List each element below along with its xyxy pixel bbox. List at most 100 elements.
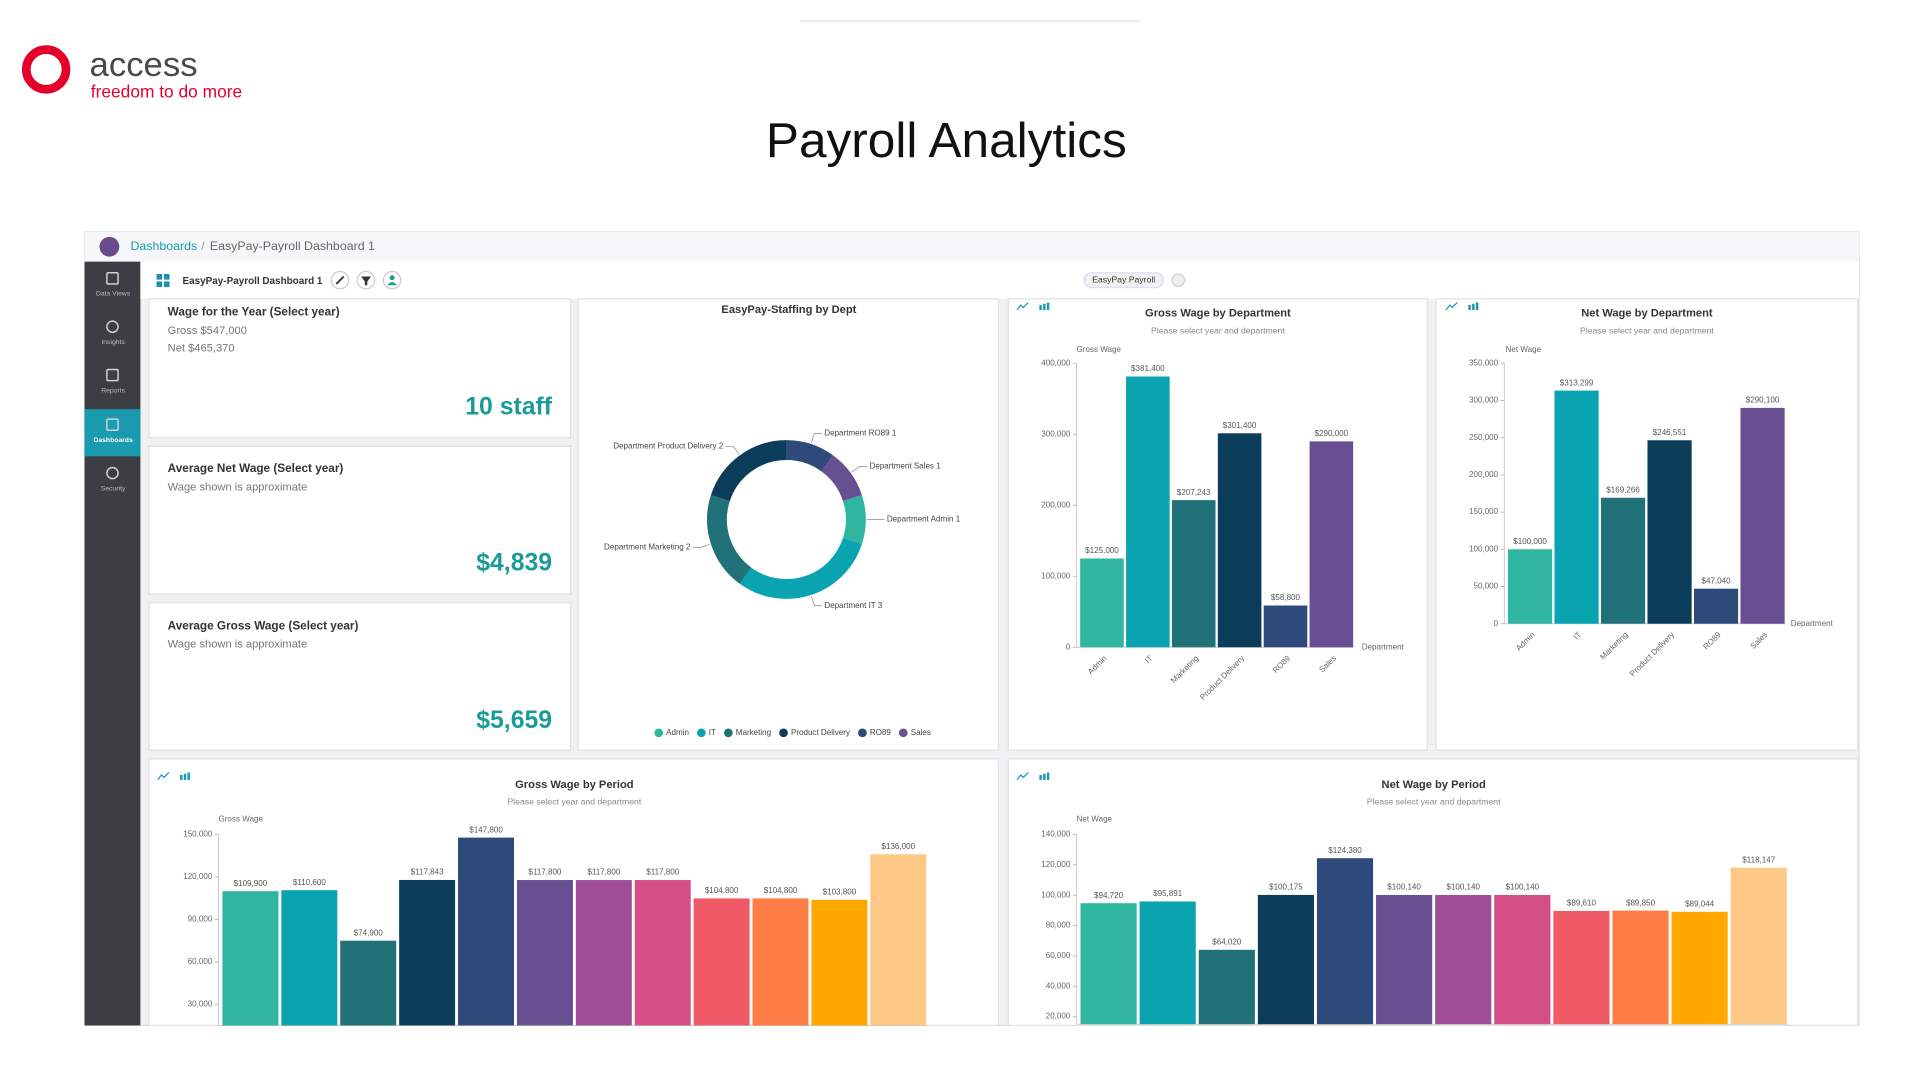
bar-chart-toggle[interactable] xyxy=(1043,303,1046,310)
logo-name: access xyxy=(90,46,198,84)
value-label: $313,299 xyxy=(1560,378,1594,387)
bar-chart-toggle[interactable] xyxy=(187,772,190,780)
value-label: $109,900 xyxy=(234,879,268,888)
bar-chart-toggle[interactable] xyxy=(1472,303,1475,310)
bar[interactable] xyxy=(1376,894,1433,1025)
bar[interactable] xyxy=(1080,558,1124,648)
bar[interactable] xyxy=(1554,390,1599,624)
kpi-card xyxy=(148,601,572,751)
bar[interactable] xyxy=(1080,903,1137,1025)
bar[interactable] xyxy=(1263,605,1308,648)
bar[interactable] xyxy=(222,891,279,1026)
bar-chart-toggle[interactable] xyxy=(1468,305,1471,310)
bar[interactable] xyxy=(1612,910,1669,1025)
bar[interactable] xyxy=(1730,867,1787,1025)
bar[interactable] xyxy=(1693,588,1739,624)
bar[interactable] xyxy=(752,898,809,1026)
bar[interactable] xyxy=(1309,441,1354,648)
legend-marker[interactable] xyxy=(898,728,908,738)
line-chart-toggle[interactable] xyxy=(157,772,170,781)
bar-chart-toggle[interactable] xyxy=(1046,772,1050,780)
bar[interactable] xyxy=(340,940,397,1026)
bar[interactable] xyxy=(1671,911,1728,1025)
value-label: $104,800 xyxy=(705,886,739,895)
value-label: $125,000 xyxy=(1085,546,1119,555)
chart-card xyxy=(1435,298,1859,751)
line-chart-toggle[interactable] xyxy=(1445,302,1458,311)
y-tick-label: 100,000 xyxy=(1041,890,1071,899)
y-tick-label: 300,000 xyxy=(1041,429,1071,438)
legend-label[interactable]: Marketing xyxy=(736,728,771,737)
bar-chart-toggle[interactable] xyxy=(1475,302,1479,310)
legend-marker[interactable] xyxy=(858,728,867,738)
bar-chart-toggle[interactable] xyxy=(183,773,187,780)
bar[interactable] xyxy=(1171,500,1216,648)
legend-label[interactable]: Sales xyxy=(911,728,931,737)
legend-label[interactable]: Product Delivery xyxy=(791,728,850,737)
avatar[interactable] xyxy=(99,236,120,257)
chart-title: Net Wage by Period xyxy=(1382,779,1486,791)
donut-segment xyxy=(707,495,752,584)
bar-chart-toggle[interactable] xyxy=(1046,302,1050,310)
bar[interactable] xyxy=(634,880,691,1026)
bar[interactable] xyxy=(1740,407,1785,624)
chart-subtitle: Please select year and department xyxy=(507,797,641,807)
y-tick-label: 250,000 xyxy=(1469,433,1499,442)
value-label: $147,800 xyxy=(469,825,503,834)
legend-marker[interactable] xyxy=(697,728,706,738)
legend-marker[interactable] xyxy=(654,728,664,738)
bar[interactable] xyxy=(1494,894,1551,1025)
tag-button[interactable] xyxy=(1171,273,1186,288)
bar[interactable] xyxy=(516,880,573,1026)
bar-chart-toggle[interactable] xyxy=(1039,305,1042,310)
leader-line xyxy=(810,433,822,444)
bar[interactable] xyxy=(1316,858,1374,1025)
legend-marker[interactable] xyxy=(779,728,788,738)
bar[interactable] xyxy=(281,890,338,1026)
x-axis-label: Department xyxy=(1362,642,1405,651)
y-tick-label: 60,000 xyxy=(1046,951,1071,960)
legend-label[interactable]: IT xyxy=(709,728,716,737)
bar[interactable] xyxy=(870,854,927,1026)
legend-marker[interactable] xyxy=(723,728,733,738)
value-label: $89,044 xyxy=(1685,900,1715,909)
bar[interactable] xyxy=(1139,901,1196,1025)
line-chart-toggle[interactable] xyxy=(1016,302,1029,311)
value-label: $94,720 xyxy=(1094,891,1124,900)
share-icon xyxy=(387,282,398,286)
kpi-card xyxy=(148,445,572,595)
bar[interactable] xyxy=(1553,910,1610,1025)
bar-chart-toggle[interactable] xyxy=(1043,773,1046,780)
y-tick-label: 200,000 xyxy=(1041,500,1071,509)
bar[interactable] xyxy=(575,880,632,1026)
tag-pill[interactable] xyxy=(1083,272,1164,289)
bar[interactable] xyxy=(693,898,750,1026)
bar[interactable] xyxy=(1126,376,1170,648)
legend-label[interactable]: Admin xyxy=(666,728,689,737)
bar[interactable] xyxy=(1257,894,1314,1025)
bar[interactable] xyxy=(1198,949,1255,1025)
y-axis-label: Net Wage xyxy=(1506,345,1542,354)
bar[interactable] xyxy=(1647,440,1692,624)
bar-chart-toggle[interactable] xyxy=(180,774,183,780)
breadcrumb-link[interactable]: Dashboards xyxy=(130,239,197,253)
logo-tagline: freedom to do more xyxy=(91,82,242,102)
bar[interactable] xyxy=(1507,549,1553,624)
bar[interactable] xyxy=(811,899,868,1026)
edit-icon xyxy=(335,275,345,285)
value-label: $117,843 xyxy=(411,868,444,877)
value-label: $104,800 xyxy=(764,886,798,895)
kpi-title: Average Gross Wage (Select year) xyxy=(168,619,359,632)
page-title: Payroll Analytics xyxy=(766,112,1127,168)
bar[interactable] xyxy=(1600,497,1646,624)
kpi-title: Average Net Wage (Select year) xyxy=(168,462,344,475)
bar[interactable] xyxy=(1435,894,1492,1025)
bar[interactable] xyxy=(1217,433,1262,648)
bar[interactable] xyxy=(399,879,456,1026)
value-label: $100,175 xyxy=(1269,883,1303,892)
line-chart-toggle[interactable] xyxy=(1016,772,1029,781)
bar-chart-toggle[interactable] xyxy=(1039,774,1042,780)
legend-label[interactable]: RO89 xyxy=(870,728,892,737)
value-label: $117,800 xyxy=(646,868,679,877)
bar[interactable] xyxy=(458,837,515,1026)
